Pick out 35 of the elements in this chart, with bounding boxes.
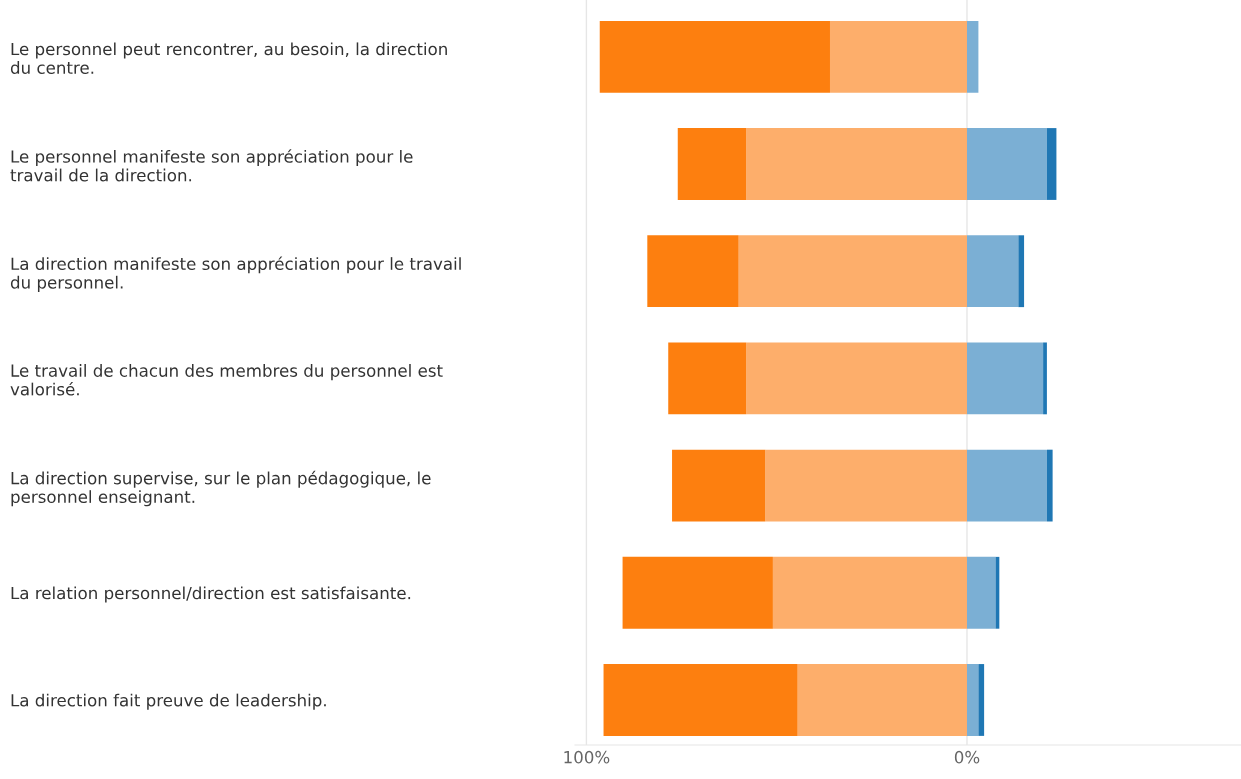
bar: [966, 449, 1047, 522]
bar: [829, 20, 967, 93]
y-tick-label: Le personnel peut rencontrer, au besoin, la direction du centre.: [10, 42, 447, 74]
bar: [603, 664, 798, 736]
x-tick-label: 0%: [954, 750, 980, 764]
bar: [966, 664, 979, 736]
bar: [622, 556, 773, 629]
bar: [765, 449, 967, 522]
y-tick-label: La direction fait preuve de leadership.: [11, 693, 326, 710]
bar: [668, 342, 747, 415]
bar: [797, 664, 967, 736]
bar: [677, 128, 747, 200]
y-tick-label: La direction manifeste son appréciation pour le travail du personnel.: [10, 256, 461, 292]
bar: [966, 235, 1019, 308]
bar: [966, 556, 996, 629]
y-tick-label: Le travail de chacun des membres du personnel est valorisé.: [10, 364, 443, 396]
bar: [1046, 449, 1053, 522]
bar: [1018, 235, 1025, 308]
bar: [978, 664, 985, 736]
bar: [599, 20, 830, 93]
bar: [966, 342, 1044, 415]
bar: [966, 20, 979, 93]
bar: [672, 449, 766, 522]
y-tick-label: Le personnel manifeste son appréciation pour le travail de la direction.: [10, 149, 413, 182]
bar: [746, 342, 967, 415]
bar: [772, 556, 967, 629]
bar: [1043, 342, 1047, 415]
x-tick-label: 100%: [564, 750, 610, 764]
bar: [966, 128, 1047, 200]
bar: [647, 235, 739, 308]
bar: [746, 128, 967, 200]
y-tick-label: La relation personnel/direction est satisfaisante.: [11, 586, 411, 603]
bar: [1046, 128, 1057, 200]
bar: [738, 235, 967, 308]
y-tick-label: La direction supervise, sur le plan pédagogique, le personnel enseignant.: [11, 470, 431, 507]
